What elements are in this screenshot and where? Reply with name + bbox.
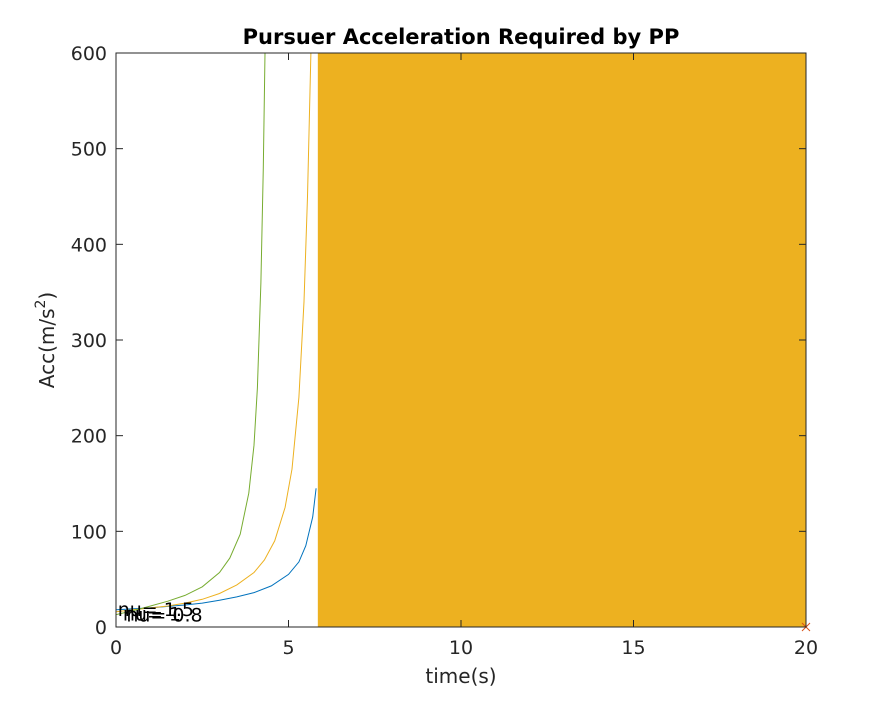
- series-line-2: [116, 53, 312, 613]
- plot-area: nu= 1.5nu= 1nu= 0.8: [115, 52, 811, 632]
- chart-title: Pursuer Acceleration Required by PP: [243, 25, 680, 49]
- y-axis-label: Acc(m/s2): [33, 292, 59, 389]
- x-axis-label: time(s): [425, 664, 496, 688]
- x-tick-label: 20: [794, 637, 818, 659]
- y-axis-label-close: ): [35, 292, 59, 300]
- y-axis-label-base: Acc(m/s: [35, 308, 59, 388]
- filled-region-layer: [317, 53, 806, 627]
- y-tick-label: 300: [71, 330, 107, 352]
- y-tick-label: 500: [71, 139, 107, 161]
- series-layer: [116, 53, 317, 616]
- x-tick-label: 10: [449, 637, 473, 659]
- y-tick-label: 100: [71, 521, 107, 543]
- annotation-label-2: nu= 1: [123, 604, 181, 626]
- y-axis-ticks: 0 100 200 300 400 500 600: [71, 43, 806, 639]
- y-tick-label: 0: [95, 617, 107, 639]
- series-line-3: [116, 53, 266, 616]
- y-axis-label-sup: 2: [33, 300, 49, 309]
- filled-region: [317, 53, 806, 627]
- x-tick-label: 5: [282, 637, 294, 659]
- y-tick-label: 400: [71, 234, 107, 256]
- x-tick-label: 15: [621, 637, 645, 659]
- x-tick-label: 0: [110, 637, 122, 659]
- x-axis-ticks: 0 5 10 15 20: [110, 53, 818, 659]
- annotation-label-3: nu= 0.8: [126, 605, 202, 627]
- y-tick-label: 200: [71, 426, 107, 448]
- y-tick-label: 600: [71, 43, 107, 65]
- annotation-layer: nu= 1.5nu= 1nu= 0.8: [118, 599, 203, 627]
- annotation-label-1: nu= 1.5: [118, 599, 194, 621]
